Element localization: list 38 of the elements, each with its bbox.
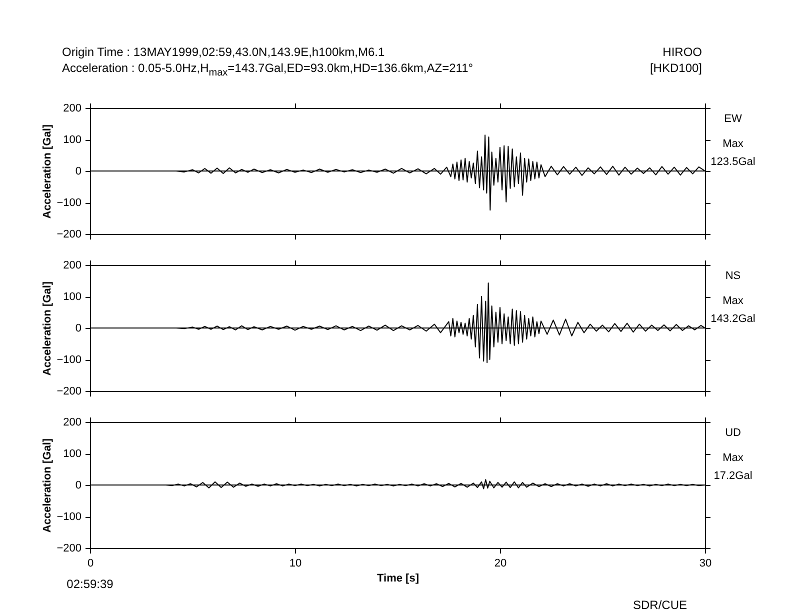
y-tick-label: −100 xyxy=(56,511,82,523)
text: Max xyxy=(722,452,744,464)
x-tick-label: 20 xyxy=(494,558,507,570)
y-axis-title: Acceleration [Gal] xyxy=(42,438,54,533)
y-tick-label: 0 xyxy=(75,322,82,334)
y-tick-label: −100 xyxy=(56,197,82,209)
y-tick-label: −200 xyxy=(56,386,82,398)
y-tick-label: 200 xyxy=(63,416,82,428)
x-tick-label: 10 xyxy=(289,558,302,570)
text: [HKD100] xyxy=(650,60,702,76)
text: 02:59:39 xyxy=(66,577,114,591)
chart-title: Origin Time : 13MAY1999,02:59,43.0N,143.9E,h100km,M6.1 xyxy=(62,44,386,60)
text: EW xyxy=(724,113,742,125)
text: 143.2Gal xyxy=(710,313,756,325)
y-tick-label: 0 xyxy=(75,166,82,178)
x-tick-label: 0 xyxy=(87,558,94,570)
chart-subtitle: Acceleration : 0.05-5.0Hz,H$_{max}$=143.7Gal,ED=93.0km,HD=136.6km,AZ=211° xyxy=(62,60,474,80)
text: HIROO xyxy=(662,44,702,60)
y-axis-title: Acceleration [Gal] xyxy=(42,281,54,376)
text: Max xyxy=(722,295,744,307)
y-tick-label: 200 xyxy=(63,260,82,272)
text: 17.2Gal xyxy=(714,470,752,482)
text: UD xyxy=(725,427,741,439)
y-tick-label: −100 xyxy=(56,354,82,366)
text: SDR/CUE xyxy=(632,598,688,612)
y-tick-label: 100 xyxy=(63,291,82,303)
y-tick-label: −200 xyxy=(56,228,82,240)
x-axis-title: Time [s] xyxy=(377,572,420,584)
y-tick-label: 100 xyxy=(63,448,82,460)
y-tick-label: 100 xyxy=(63,134,82,146)
text: Max xyxy=(722,138,744,150)
y-axis-title: Acceleration [Gal] xyxy=(42,124,54,219)
text: NS xyxy=(725,270,741,282)
text: 123.5Gal xyxy=(710,156,756,168)
x-tick-label: 30 xyxy=(699,558,712,570)
y-tick-label: 0 xyxy=(75,480,82,492)
y-tick-label: −200 xyxy=(56,542,82,554)
y-tick-label: 200 xyxy=(63,102,82,114)
